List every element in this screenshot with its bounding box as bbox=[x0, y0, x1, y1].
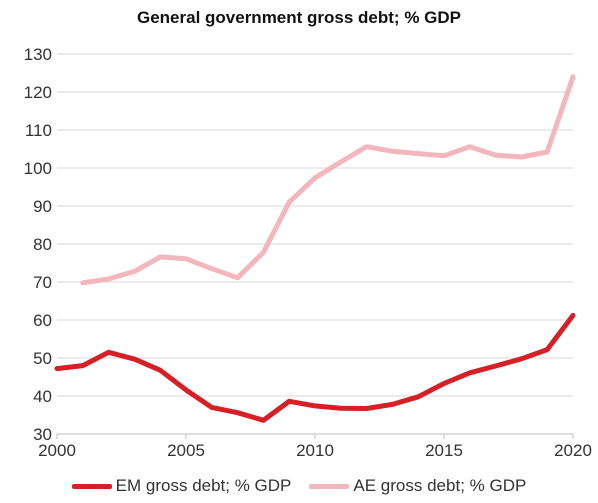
y-tick-label: 40 bbox=[33, 387, 52, 406]
x-tick-label: 2020 bbox=[554, 441, 592, 460]
x-tick-label: 2005 bbox=[167, 441, 205, 460]
series-ae-line bbox=[80, 74, 576, 286]
y-tick-label: 80 bbox=[33, 235, 52, 254]
y-tick-label: 50 bbox=[33, 349, 52, 368]
y-tick-label: 90 bbox=[33, 197, 52, 216]
legend-label-em: EM gross debt; % GDP bbox=[115, 476, 292, 495]
legend-label-ae: AE gross debt; % GDP bbox=[353, 476, 527, 495]
y-tick-label: 70 bbox=[33, 273, 52, 292]
x-tick-label: 2000 bbox=[38, 441, 76, 460]
x-tick-label: 2010 bbox=[296, 441, 334, 460]
y-tick-label: 100 bbox=[24, 159, 52, 178]
y-tick-label: 120 bbox=[24, 83, 52, 102]
y-tick-label: 130 bbox=[24, 45, 52, 64]
legend-swatch-ae bbox=[309, 483, 350, 489]
legend-item-em: EM gross debt; % GDP bbox=[71, 476, 292, 496]
series-em-line bbox=[54, 312, 576, 423]
y-tick-label: 30 bbox=[33, 425, 52, 444]
y-tick-label: 110 bbox=[25, 121, 52, 140]
legend-swatch-em bbox=[71, 483, 112, 489]
legend: EM gross debt; % GDP AE gross debt; % GD… bbox=[0, 476, 598, 496]
x-tick-label: 2015 bbox=[425, 441, 463, 460]
chart-title: General government gross debt; % GDP bbox=[136, 8, 461, 27]
legend-item-ae: AE gross debt; % GDP bbox=[309, 476, 526, 496]
y-tick-label: 60 bbox=[33, 311, 52, 330]
